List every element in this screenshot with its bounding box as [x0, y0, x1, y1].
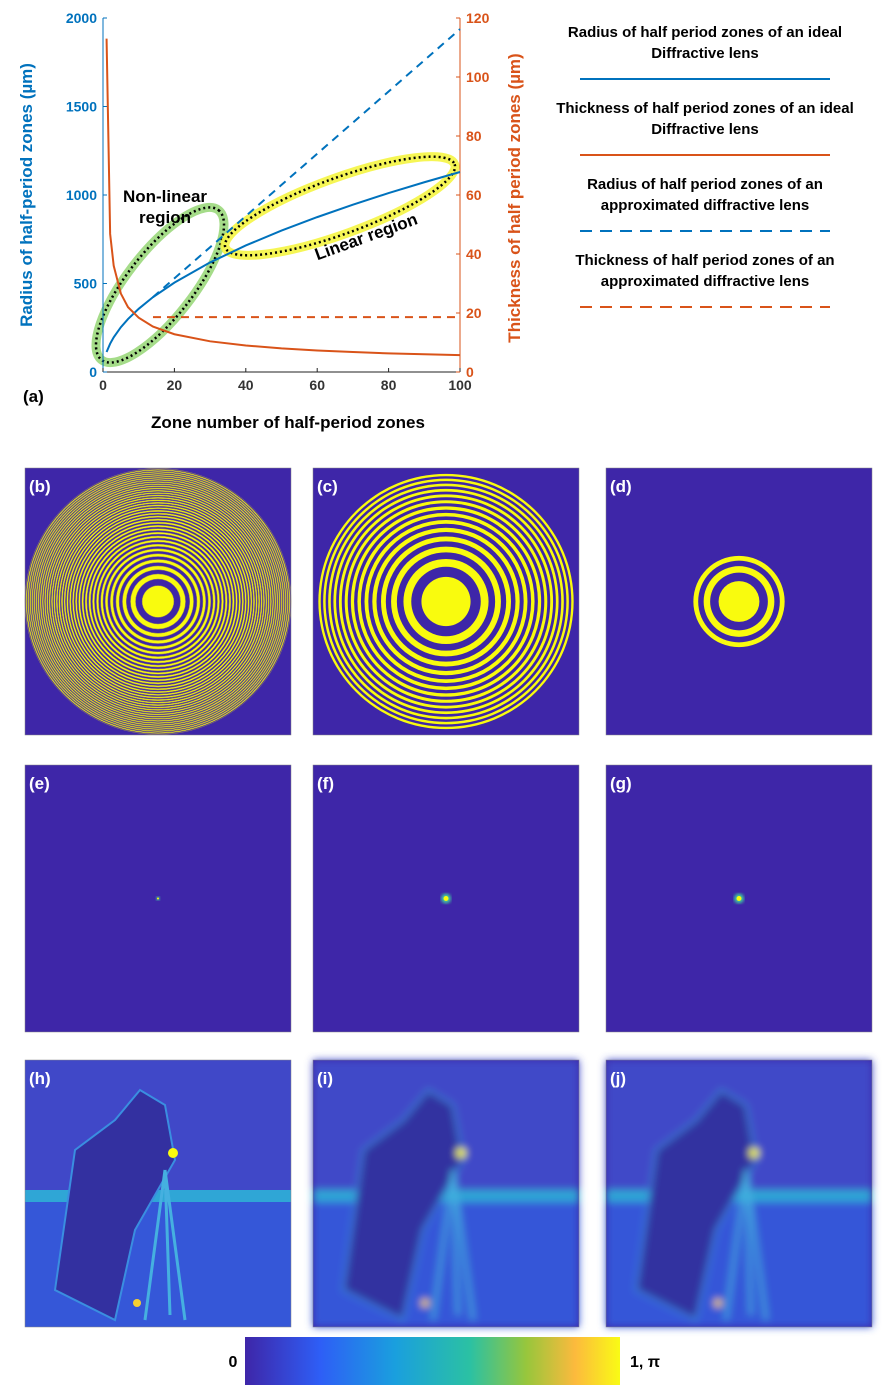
x-axis-label: Zone number of half-period zones — [151, 413, 425, 432]
legend-swatch — [580, 154, 830, 156]
scene-highlight — [456, 1148, 466, 1158]
legend-entry: Radius of half period zones of an approx… — [530, 174, 880, 232]
center-zone — [433, 589, 459, 615]
annotation-box: Non-linear region — [110, 186, 220, 236]
colorbar-min: 0 — [229, 1354, 238, 1371]
legend-label: Radius of half period zones of an approx… — [530, 174, 880, 216]
panel-label: (g) — [610, 774, 632, 793]
scene-highlight — [714, 1299, 722, 1307]
colorbar-max: 1, π — [630, 1354, 660, 1371]
x-tick-label: 40 — [238, 377, 254, 393]
legend-swatch — [580, 230, 830, 232]
panel-label: (e) — [29, 774, 50, 793]
focal-core — [444, 896, 449, 901]
panel-label: (i) — [317, 1069, 333, 1088]
legend-label: Thickness of half period zones of an ide… — [530, 98, 880, 140]
image-panel: (e) — [25, 765, 291, 1032]
y2-tick-label: 40 — [466, 246, 482, 262]
scene-highlight — [133, 1299, 141, 1307]
image-panel: (b) — [25, 468, 291, 735]
image-panel: (c) — [313, 468, 579, 735]
scene — [25, 1060, 291, 1327]
y2-tick-label: 120 — [466, 10, 490, 26]
y-tick-label: 1500 — [66, 99, 97, 115]
focal-core — [157, 898, 159, 900]
y-axis-label: Radius of half-period zones (µm) — [17, 63, 36, 327]
scene-horizon — [313, 1190, 579, 1202]
legend-entry: Radius of half period zones of an ideal … — [530, 22, 880, 80]
y2-tick-label: 80 — [466, 128, 482, 144]
image-panel: (j) — [606, 1060, 872, 1327]
center-zone — [145, 589, 171, 615]
panel-label: (d) — [610, 477, 632, 496]
annotation: Non-linear region — [110, 186, 220, 228]
legend-swatch — [580, 78, 830, 80]
x-tick-label: 80 — [381, 377, 397, 393]
scene-horizon — [25, 1190, 291, 1202]
image-panel: (f) — [313, 765, 579, 1032]
y2-tick-label: 20 — [466, 305, 482, 321]
panel-label: (b) — [29, 477, 51, 496]
scene — [313, 1060, 579, 1327]
legend-label: Thickness of half period zones of an app… — [530, 250, 880, 292]
y2-tick-label: 60 — [466, 187, 482, 203]
x-tick-label: 60 — [309, 377, 325, 393]
image-panel: (g) — [606, 765, 872, 1032]
legend-label: Radius of half period zones of an ideal … — [530, 22, 880, 64]
scene-highlight — [168, 1148, 178, 1158]
scene-highlight — [421, 1299, 429, 1307]
y-tick-label: 500 — [74, 276, 98, 292]
y2-tick-label: 0 — [466, 364, 474, 380]
x-tick-label: 0 — [99, 377, 107, 393]
panel-label: (h) — [29, 1069, 51, 1088]
panel-label: (c) — [317, 477, 338, 496]
panel-label: (j) — [610, 1069, 626, 1088]
image-panel: (d) — [606, 468, 872, 735]
y2-axis-label: Thickness of half period zones (µm) — [505, 53, 524, 342]
page: (a) Zone number of half-period zones Rad… — [0, 0, 884, 1396]
scene — [606, 1060, 872, 1327]
y-tick-label: 0 — [89, 364, 97, 380]
focal-core — [737, 896, 742, 901]
legend-swatch — [580, 306, 830, 308]
center-zone — [726, 589, 752, 615]
panel-label: (f) — [317, 774, 334, 793]
x-tick-label: 20 — [167, 377, 183, 393]
legend-entry: Thickness of half period zones of an ide… — [530, 98, 880, 156]
colorbar — [245, 1337, 620, 1385]
legend: Radius of half period zones of an ideal … — [530, 22, 880, 326]
scene-horizon — [606, 1190, 872, 1202]
panel-label: (a) — [23, 387, 44, 406]
y-tick-label: 1000 — [66, 187, 97, 203]
image-panel: (i) — [313, 1060, 579, 1327]
y-tick-label: 2000 — [66, 10, 97, 26]
scene-highlight — [749, 1148, 759, 1158]
legend-entry: Thickness of half period zones of an app… — [530, 250, 880, 308]
image-panel: (h) — [25, 1060, 291, 1327]
series-line — [153, 29, 460, 297]
y2-tick-label: 100 — [466, 69, 490, 85]
